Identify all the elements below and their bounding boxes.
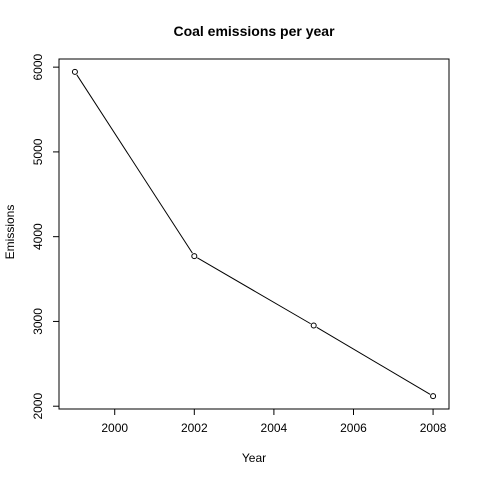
data-point (430, 393, 437, 400)
y-axis-label: Emissions (3, 205, 17, 260)
series-line (76, 74, 431, 395)
x-axis-label: Year (242, 451, 266, 465)
x-tick-label: 2002 (181, 421, 208, 435)
series-segment (197, 257, 311, 325)
data-points (71, 68, 437, 400)
x-axis: 2000 2002 2004 2006 2008 (101, 408, 447, 435)
y-tick-label: 3000 (31, 308, 45, 335)
data-point (71, 68, 78, 75)
series-segment (316, 326, 431, 395)
chart-title: Coal emissions per year (173, 23, 335, 39)
y-tick-label: 2000 (31, 393, 45, 420)
x-tick-label: 2008 (420, 421, 447, 435)
y-axis: 2000 3000 4000 5000 6000 (31, 53, 60, 420)
series-segment (76, 74, 193, 254)
y-tick-label: 6000 (31, 53, 45, 80)
y-tick-label: 4000 (31, 223, 45, 250)
y-tick-label: 5000 (31, 138, 45, 165)
data-point (191, 253, 198, 260)
data-point (310, 322, 317, 329)
x-tick-label: 2006 (340, 421, 367, 435)
x-tick-label: 2000 (101, 421, 128, 435)
x-tick-label: 2004 (261, 421, 288, 435)
